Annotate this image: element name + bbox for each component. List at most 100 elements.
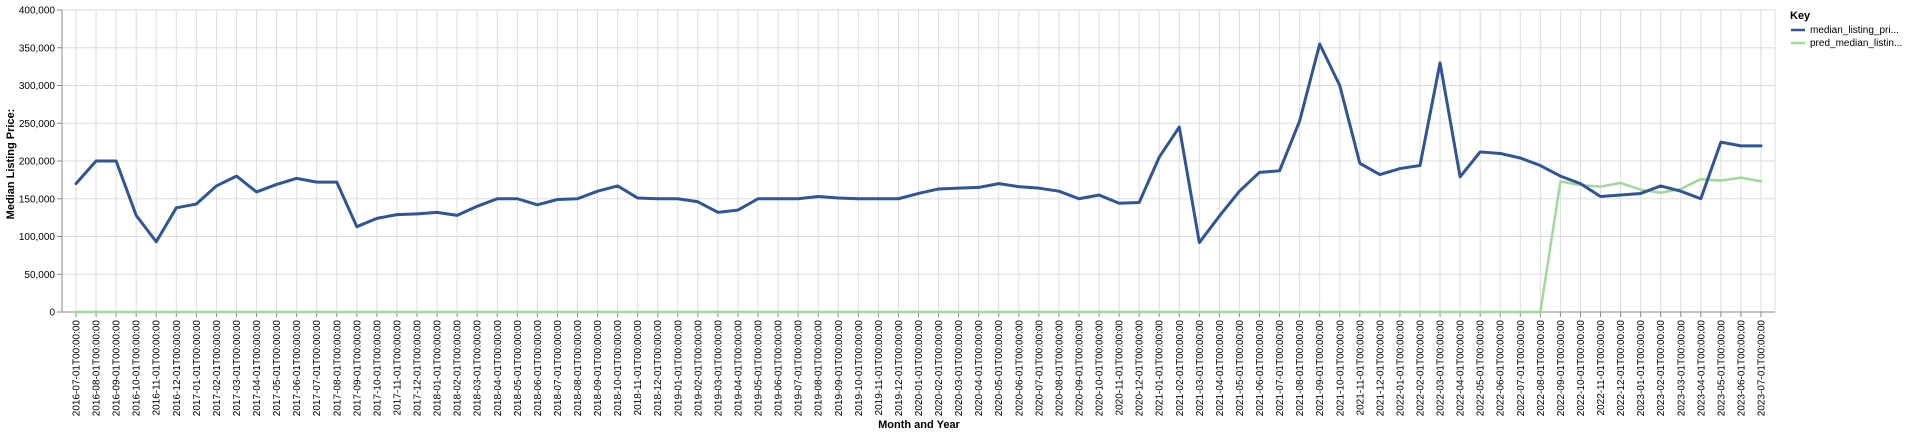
x-tick-label: 2021-10-01T00:00:00 <box>1335 320 1346 417</box>
y-tick-label: 0 <box>49 308 55 319</box>
x-tick-label: 2016-12-01T00:00:00 <box>172 320 183 417</box>
x-tick-label: 2017-09-01T00:00:00 <box>352 320 363 417</box>
y-tick-label: 400,000 <box>19 6 56 17</box>
x-tick-label: 2019-07-01T00:00:00 <box>794 320 805 417</box>
x-tick-label: 2021-12-01T00:00:00 <box>1375 320 1386 417</box>
series-line <box>74 176 1763 314</box>
x-tick-label: 2019-09-01T00:00:00 <box>834 320 845 417</box>
x-tick-label: 2020-04-01T00:00:00 <box>974 320 985 417</box>
x-tick-label: 2021-07-01T00:00:00 <box>1275 320 1286 417</box>
x-tick-label: 2022-10-01T00:00:00 <box>1576 320 1587 417</box>
x-tick-label: 2022-12-01T00:00:00 <box>1616 320 1627 417</box>
gridlines <box>61 9 1776 313</box>
x-tick-label: 2022-07-01T00:00:00 <box>1516 320 1527 417</box>
x-tick-label: 2017-03-01T00:00:00 <box>232 320 243 417</box>
x-tick-label: 2019-12-01T00:00:00 <box>894 320 905 417</box>
x-tick-label: 2017-02-01T00:00:00 <box>212 320 223 417</box>
x-tick-label: 2020-08-01T00:00:00 <box>1054 320 1065 417</box>
x-tick-label: 2020-11-01T00:00:00 <box>1115 320 1126 416</box>
x-tick-label: 2020-07-01T00:00:00 <box>1034 320 1045 417</box>
x-tick-label: 2019-03-01T00:00:00 <box>713 320 724 417</box>
x-tick-label: 2018-02-01T00:00:00 <box>453 320 464 417</box>
axes: 0 50,000 100,000 150,000 200,000 250,000 300,0… <box>19 6 1775 417</box>
y-tick-label: 150,000 <box>19 194 56 205</box>
x-tick-label: 2016-10-01T00:00:00 <box>132 320 143 417</box>
x-tick-label: 2017-06-01T00:00:00 <box>292 320 303 417</box>
x-tick-label: 2017-07-01T00:00:00 <box>312 320 323 417</box>
x-tick-label: 2023-05-01T00:00:00 <box>1716 320 1727 417</box>
x-tick-label: 2018-07-01T00:00:00 <box>553 320 564 417</box>
x-tick-label: 2020-06-01T00:00:00 <box>1014 320 1025 417</box>
x-tick-label: 2017-05-01T00:00:00 <box>272 320 283 417</box>
x-axis-title: Month and Year <box>878 419 960 431</box>
legend-title: Key <box>1790 10 1811 22</box>
x-tick-label: 2019-04-01T00:00:00 <box>733 320 744 417</box>
x-tick-label: 2016-08-01T00:00:00 <box>92 320 103 417</box>
y-tick-label: 50,000 <box>24 270 55 281</box>
x-tick-label: 2019-01-01T00:00:00 <box>673 320 684 417</box>
x-tick-label: 2021-01-01T00:00:00 <box>1155 320 1166 417</box>
x-tick-label: 2020-09-01T00:00:00 <box>1074 320 1085 417</box>
legend-label: median_listing_pri... <box>1810 25 1899 36</box>
x-tick-label: 2017-01-01T00:00:00 <box>192 320 203 417</box>
x-tick-label: 2023-01-01T00:00:00 <box>1636 320 1647 417</box>
x-tick-label: 2023-04-01T00:00:00 <box>1696 320 1707 417</box>
x-tick-label: 2017-12-01T00:00:00 <box>413 320 424 417</box>
y-tick-label: 350,000 <box>19 43 56 54</box>
x-tick-label: 2019-02-01T00:00:00 <box>693 320 704 417</box>
x-tick-label: 2022-09-01T00:00:00 <box>1556 320 1567 417</box>
x-tick-label: 2020-05-01T00:00:00 <box>994 320 1005 417</box>
x-tick-label: 2018-08-01T00:00:00 <box>573 320 584 417</box>
x-tick-label: 2022-08-01T00:00:00 <box>1536 320 1547 417</box>
x-tick-label: 2018-11-01T00:00:00 <box>633 320 644 416</box>
x-tick-label: 2021-05-01T00:00:00 <box>1235 320 1246 417</box>
x-tick-label: 2022-02-01T00:00:00 <box>1415 320 1426 417</box>
x-tick-label: 2018-01-01T00:00:00 <box>433 320 444 417</box>
x-tick-label: 2021-11-01T00:00:00 <box>1355 320 1366 416</box>
x-tick-label: 2019-08-01T00:00:00 <box>814 320 825 417</box>
x-tick-label: 2022-06-01T00:00:00 <box>1496 320 1507 417</box>
x-tick-label: 2021-09-01T00:00:00 <box>1315 320 1326 417</box>
x-tick-label: 2016-09-01T00:00:00 <box>112 320 123 417</box>
x-tick-label: 2017-10-01T00:00:00 <box>372 320 383 417</box>
x-tick-label: 2020-12-01T00:00:00 <box>1135 320 1146 417</box>
x-tick-label: 2016-07-01T00:00:00 <box>72 320 83 417</box>
x-tick-label: 2022-04-01T00:00:00 <box>1456 320 1467 417</box>
y-axis-title: Median Listing Price: <box>5 109 17 220</box>
x-tick-label: 2017-04-01T00:00:00 <box>252 320 263 417</box>
x-tick-label: 2019-11-01T00:00:00 <box>874 320 885 416</box>
legend-label: pred_median_listin... <box>1810 38 1902 49</box>
x-tick-label: 2017-11-01T00:00:00 <box>392 320 403 416</box>
legend: Key median_listing_pri... pred_median_lis… <box>1790 10 1902 49</box>
series-line <box>74 42 1763 245</box>
x-tick-label: 2022-11-01T00:00:00 <box>1596 320 1607 416</box>
x-tick-label: 2021-02-01T00:00:00 <box>1175 320 1186 417</box>
x-tick-label: 2020-10-01T00:00:00 <box>1095 320 1106 417</box>
series-lines <box>74 42 1763 314</box>
x-tick-label: 2021-08-01T00:00:00 <box>1295 320 1306 417</box>
x-tick-label: 2017-08-01T00:00:00 <box>332 320 343 417</box>
x-tick-label: 2021-04-01T00:00:00 <box>1215 320 1226 417</box>
x-tick-label: 2022-05-01T00:00:00 <box>1476 320 1487 417</box>
x-tick-label: 2018-05-01T00:00:00 <box>513 320 524 417</box>
x-tick-label: 2019-05-01T00:00:00 <box>754 320 765 417</box>
x-tick-label: 2021-03-01T00:00:00 <box>1195 320 1206 417</box>
y-tick-label: 200,000 <box>19 157 56 168</box>
x-tick-label: 2020-03-01T00:00:00 <box>954 320 965 417</box>
x-tick-label: 2019-06-01T00:00:00 <box>774 320 785 417</box>
x-tick-label: 2016-11-01T00:00:00 <box>152 320 163 416</box>
x-tick-label: 2018-04-01T00:00:00 <box>493 320 504 417</box>
x-tick-label: 2018-03-01T00:00:00 <box>473 320 484 417</box>
x-tick-label: 2019-10-01T00:00:00 <box>854 320 865 417</box>
x-tick-label: 2022-01-01T00:00:00 <box>1395 320 1406 417</box>
x-tick-label: 2018-10-01T00:00:00 <box>613 320 624 417</box>
x-tick-label: 2022-03-01T00:00:00 <box>1436 320 1447 417</box>
y-tick-label: 250,000 <box>19 119 56 130</box>
x-tick-label: 2018-12-01T00:00:00 <box>653 320 664 417</box>
x-tick-label: 2023-03-01T00:00:00 <box>1676 320 1687 417</box>
x-tick-label: 2020-01-01T00:00:00 <box>914 320 925 417</box>
x-tick-label: 2018-06-01T00:00:00 <box>533 320 544 417</box>
x-tick-label: 2023-02-01T00:00:00 <box>1656 320 1667 417</box>
x-tick-label: 2018-09-01T00:00:00 <box>593 320 604 417</box>
